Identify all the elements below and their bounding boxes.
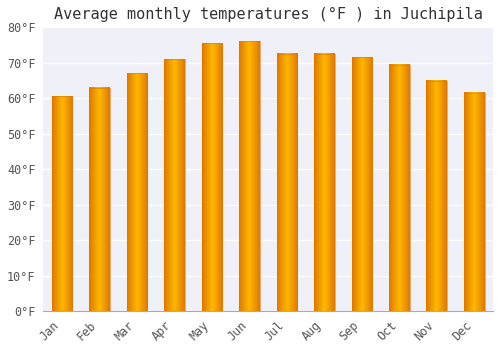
Bar [464,93,484,311]
Title: Average monthly temperatures (°F ) in Juchipila: Average monthly temperatures (°F ) in Ju… [54,7,482,22]
Bar [314,54,334,311]
Bar [239,42,260,311]
Bar [276,54,297,311]
Bar [202,43,222,311]
Bar [126,74,147,311]
Bar [89,88,110,311]
Bar [389,64,409,311]
Bar [426,80,447,311]
Bar [52,97,72,311]
Bar [352,57,372,311]
Bar [164,59,184,311]
